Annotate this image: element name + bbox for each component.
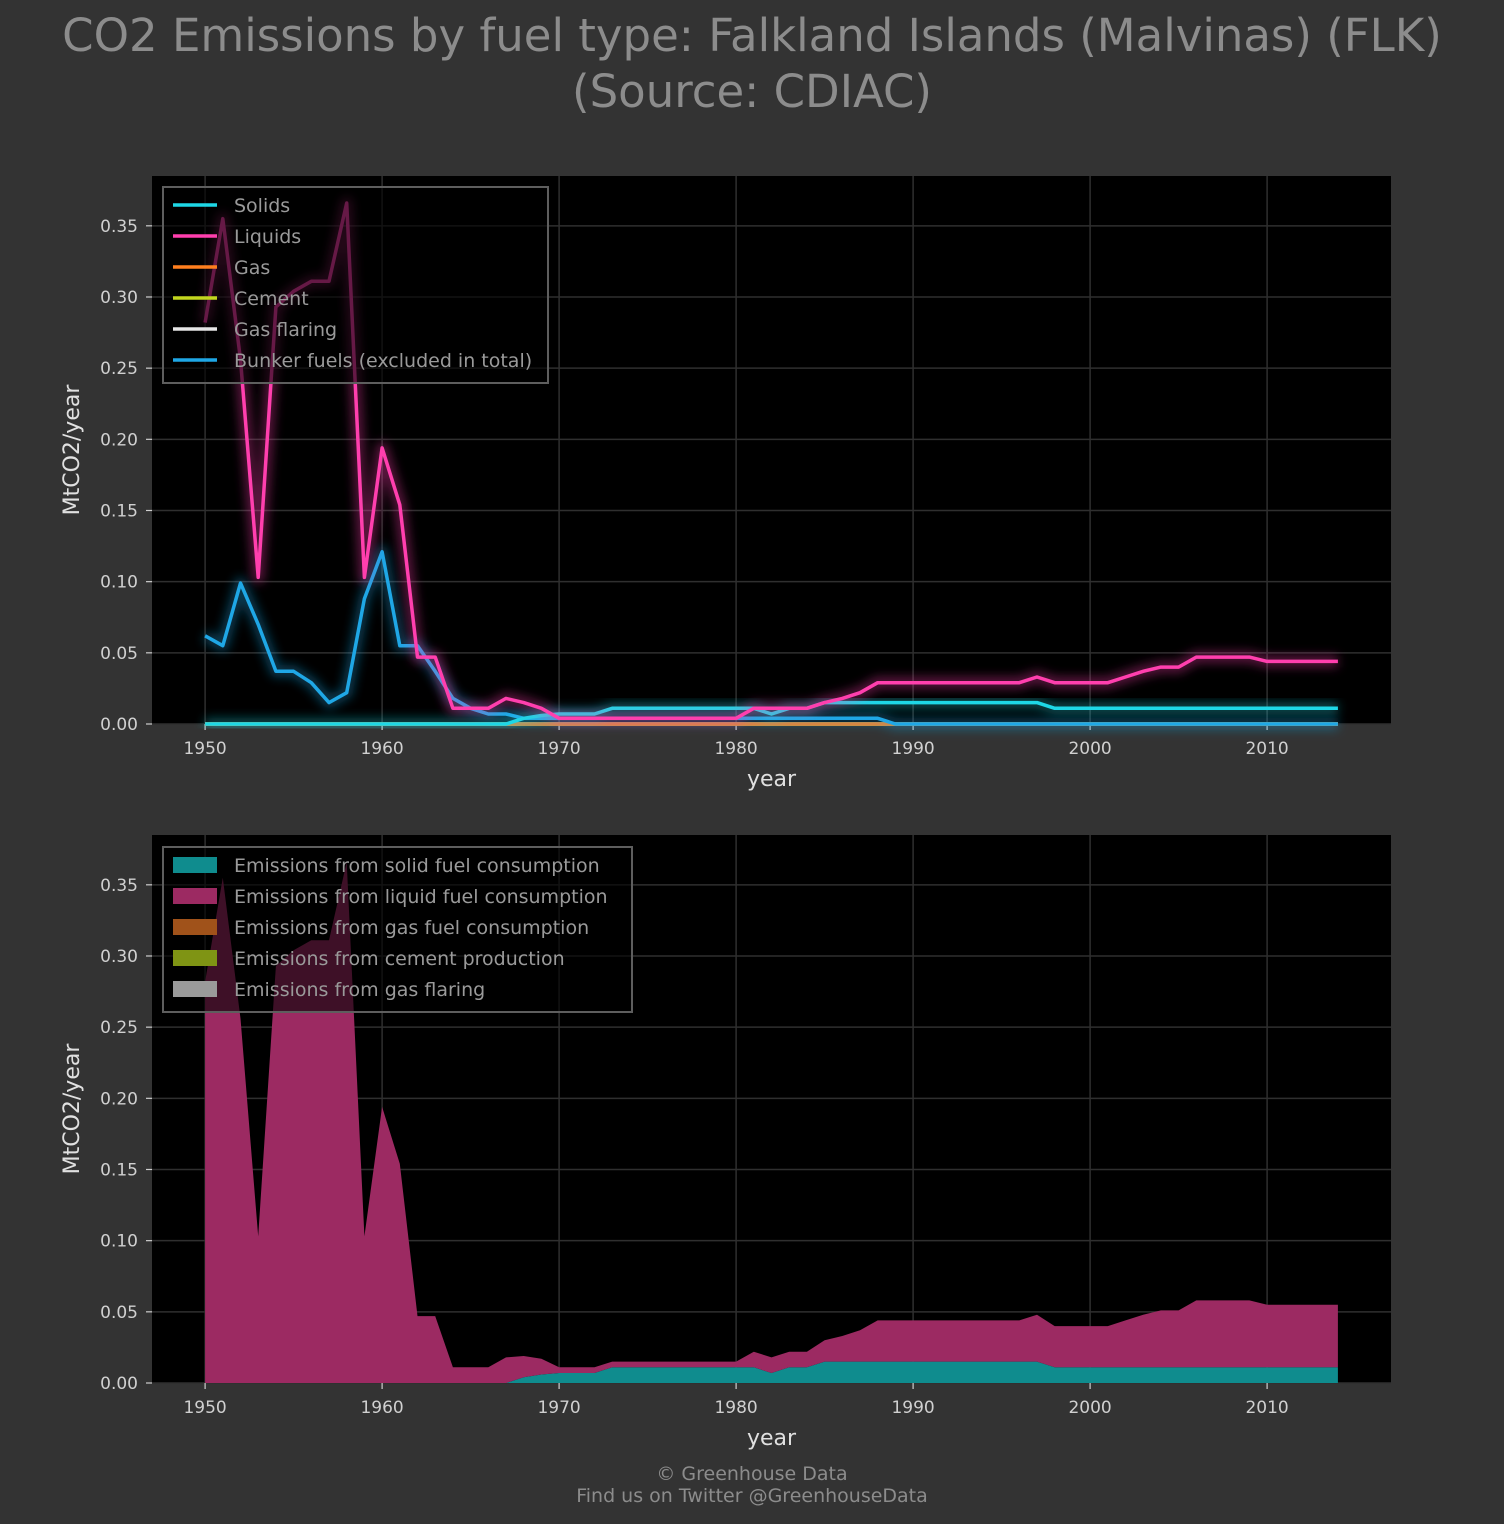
legend-label: Emissions from gas flaring — [234, 979, 485, 1001]
legend-box — [162, 846, 633, 1013]
legend-swatch-patch — [173, 888, 217, 904]
x-axis-label: year — [747, 767, 797, 792]
legend-label: Emissions from liquid fuel consumption — [234, 886, 608, 908]
footer: © Greenhouse Data Find us on Twitter @Gr… — [0, 1463, 1504, 1507]
x-tick-label: 2010 — [1245, 1398, 1288, 1418]
y-axis-label: MtCO2/year — [60, 384, 85, 516]
x-tick-label: 1970 — [537, 1398, 580, 1418]
x-tick-label: 1990 — [891, 1398, 934, 1418]
stacked-area-chart: 1950 1960 1970 1980 1990 2000 2010 0.00 0.05 0.10… — [60, 835, 1391, 1451]
y-tick-label: 0.00 — [100, 1374, 138, 1394]
y-tick-label: 0.30 — [100, 288, 138, 308]
y-tick-label: 0.15 — [100, 1160, 138, 1180]
y-tick-label: 0.05 — [100, 1303, 138, 1323]
y-tick-label: 0.00 — [100, 715, 138, 735]
chart-title-line2: (Source: CDIAC) — [572, 65, 932, 118]
y-tick-label: 0.10 — [100, 1232, 138, 1252]
y-tick-label: 0.05 — [100, 644, 138, 664]
legend-label: Solids — [234, 195, 290, 217]
y-tick-label: 0.30 — [100, 947, 138, 967]
x-tick-label: 1960 — [360, 1398, 403, 1418]
series-line — [203, 201, 1338, 721]
legend-label: Cement — [234, 288, 309, 310]
x-tick-label: 1960 — [360, 739, 403, 759]
legend-label: Bunker fuels (excluded in total) — [234, 350, 532, 372]
chart-title: CO2 Emissions by fuel type: Falkland Isl… — [0, 8, 1504, 120]
x-tick-label: 2000 — [1068, 739, 1111, 759]
x-tick-label: 1980 — [714, 1398, 757, 1418]
legend-swatch-patch — [173, 857, 217, 873]
legend-swatch-patch — [173, 981, 217, 997]
line-chart: 1950 1960 1970 1980 1990 2000 2010 0.00 0.05 0.10… — [60, 176, 1391, 792]
x-tick-label: 1950 — [183, 1398, 226, 1418]
legend-swatch-patch — [173, 950, 217, 966]
x-tick-label: 2010 — [1245, 739, 1288, 759]
x-tick-label: 1990 — [891, 739, 934, 759]
legend-label: Gas flaring — [234, 319, 337, 341]
y-tick-label: 0.25 — [100, 1018, 138, 1038]
area-series — [205, 1361, 1338, 1383]
chart-title-line1: CO2 Emissions by fuel type: Falkland Isl… — [62, 9, 1442, 62]
legend-label: Emissions from cement production — [234, 948, 565, 970]
y-tick-label: 0.15 — [100, 501, 138, 521]
legend-label: Emissions from solid fuel consumption — [234, 855, 600, 877]
y-tick-label: 0.35 — [100, 876, 138, 896]
legend-label: Liquids — [234, 226, 301, 248]
footer-twitter: Find us on Twitter @GreenhouseData — [576, 1485, 928, 1507]
legend-label: Gas — [234, 257, 270, 279]
x-tick-label: 2000 — [1068, 1398, 1111, 1418]
footer-copyright: © Greenhouse Data — [656, 1463, 848, 1485]
y-tick-label: 0.20 — [100, 430, 138, 450]
y-tick-label: 0.35 — [100, 217, 138, 237]
legend-label: Emissions from gas fuel consumption — [234, 917, 589, 939]
y-tick-label: 0.10 — [100, 573, 138, 593]
y-axis-label: MtCO2/year — [60, 1043, 85, 1175]
area-series — [205, 862, 1338, 1383]
x-tick-label: 1980 — [714, 739, 757, 759]
x-tick-label: 1970 — [537, 739, 580, 759]
legend-box — [162, 186, 549, 384]
y-tick-label: 0.25 — [100, 359, 138, 379]
legend-swatch-patch — [173, 919, 217, 935]
x-axis-label: year — [747, 1426, 797, 1451]
y-tick-label: 0.20 — [100, 1089, 138, 1109]
x-tick-label: 1950 — [183, 739, 226, 759]
